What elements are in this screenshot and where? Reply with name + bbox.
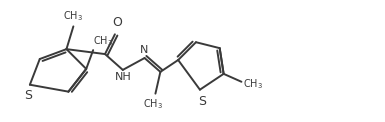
Text: O: O: [112, 16, 122, 29]
Text: CH$_3$: CH$_3$: [64, 10, 84, 23]
Text: CH$_3$: CH$_3$: [243, 77, 263, 91]
Text: S: S: [24, 89, 32, 102]
Text: S: S: [198, 95, 206, 108]
Text: NH: NH: [114, 72, 131, 82]
Text: CH$_3$: CH$_3$: [93, 34, 113, 48]
Text: CH$_3$: CH$_3$: [144, 98, 164, 111]
Text: N: N: [141, 45, 149, 55]
